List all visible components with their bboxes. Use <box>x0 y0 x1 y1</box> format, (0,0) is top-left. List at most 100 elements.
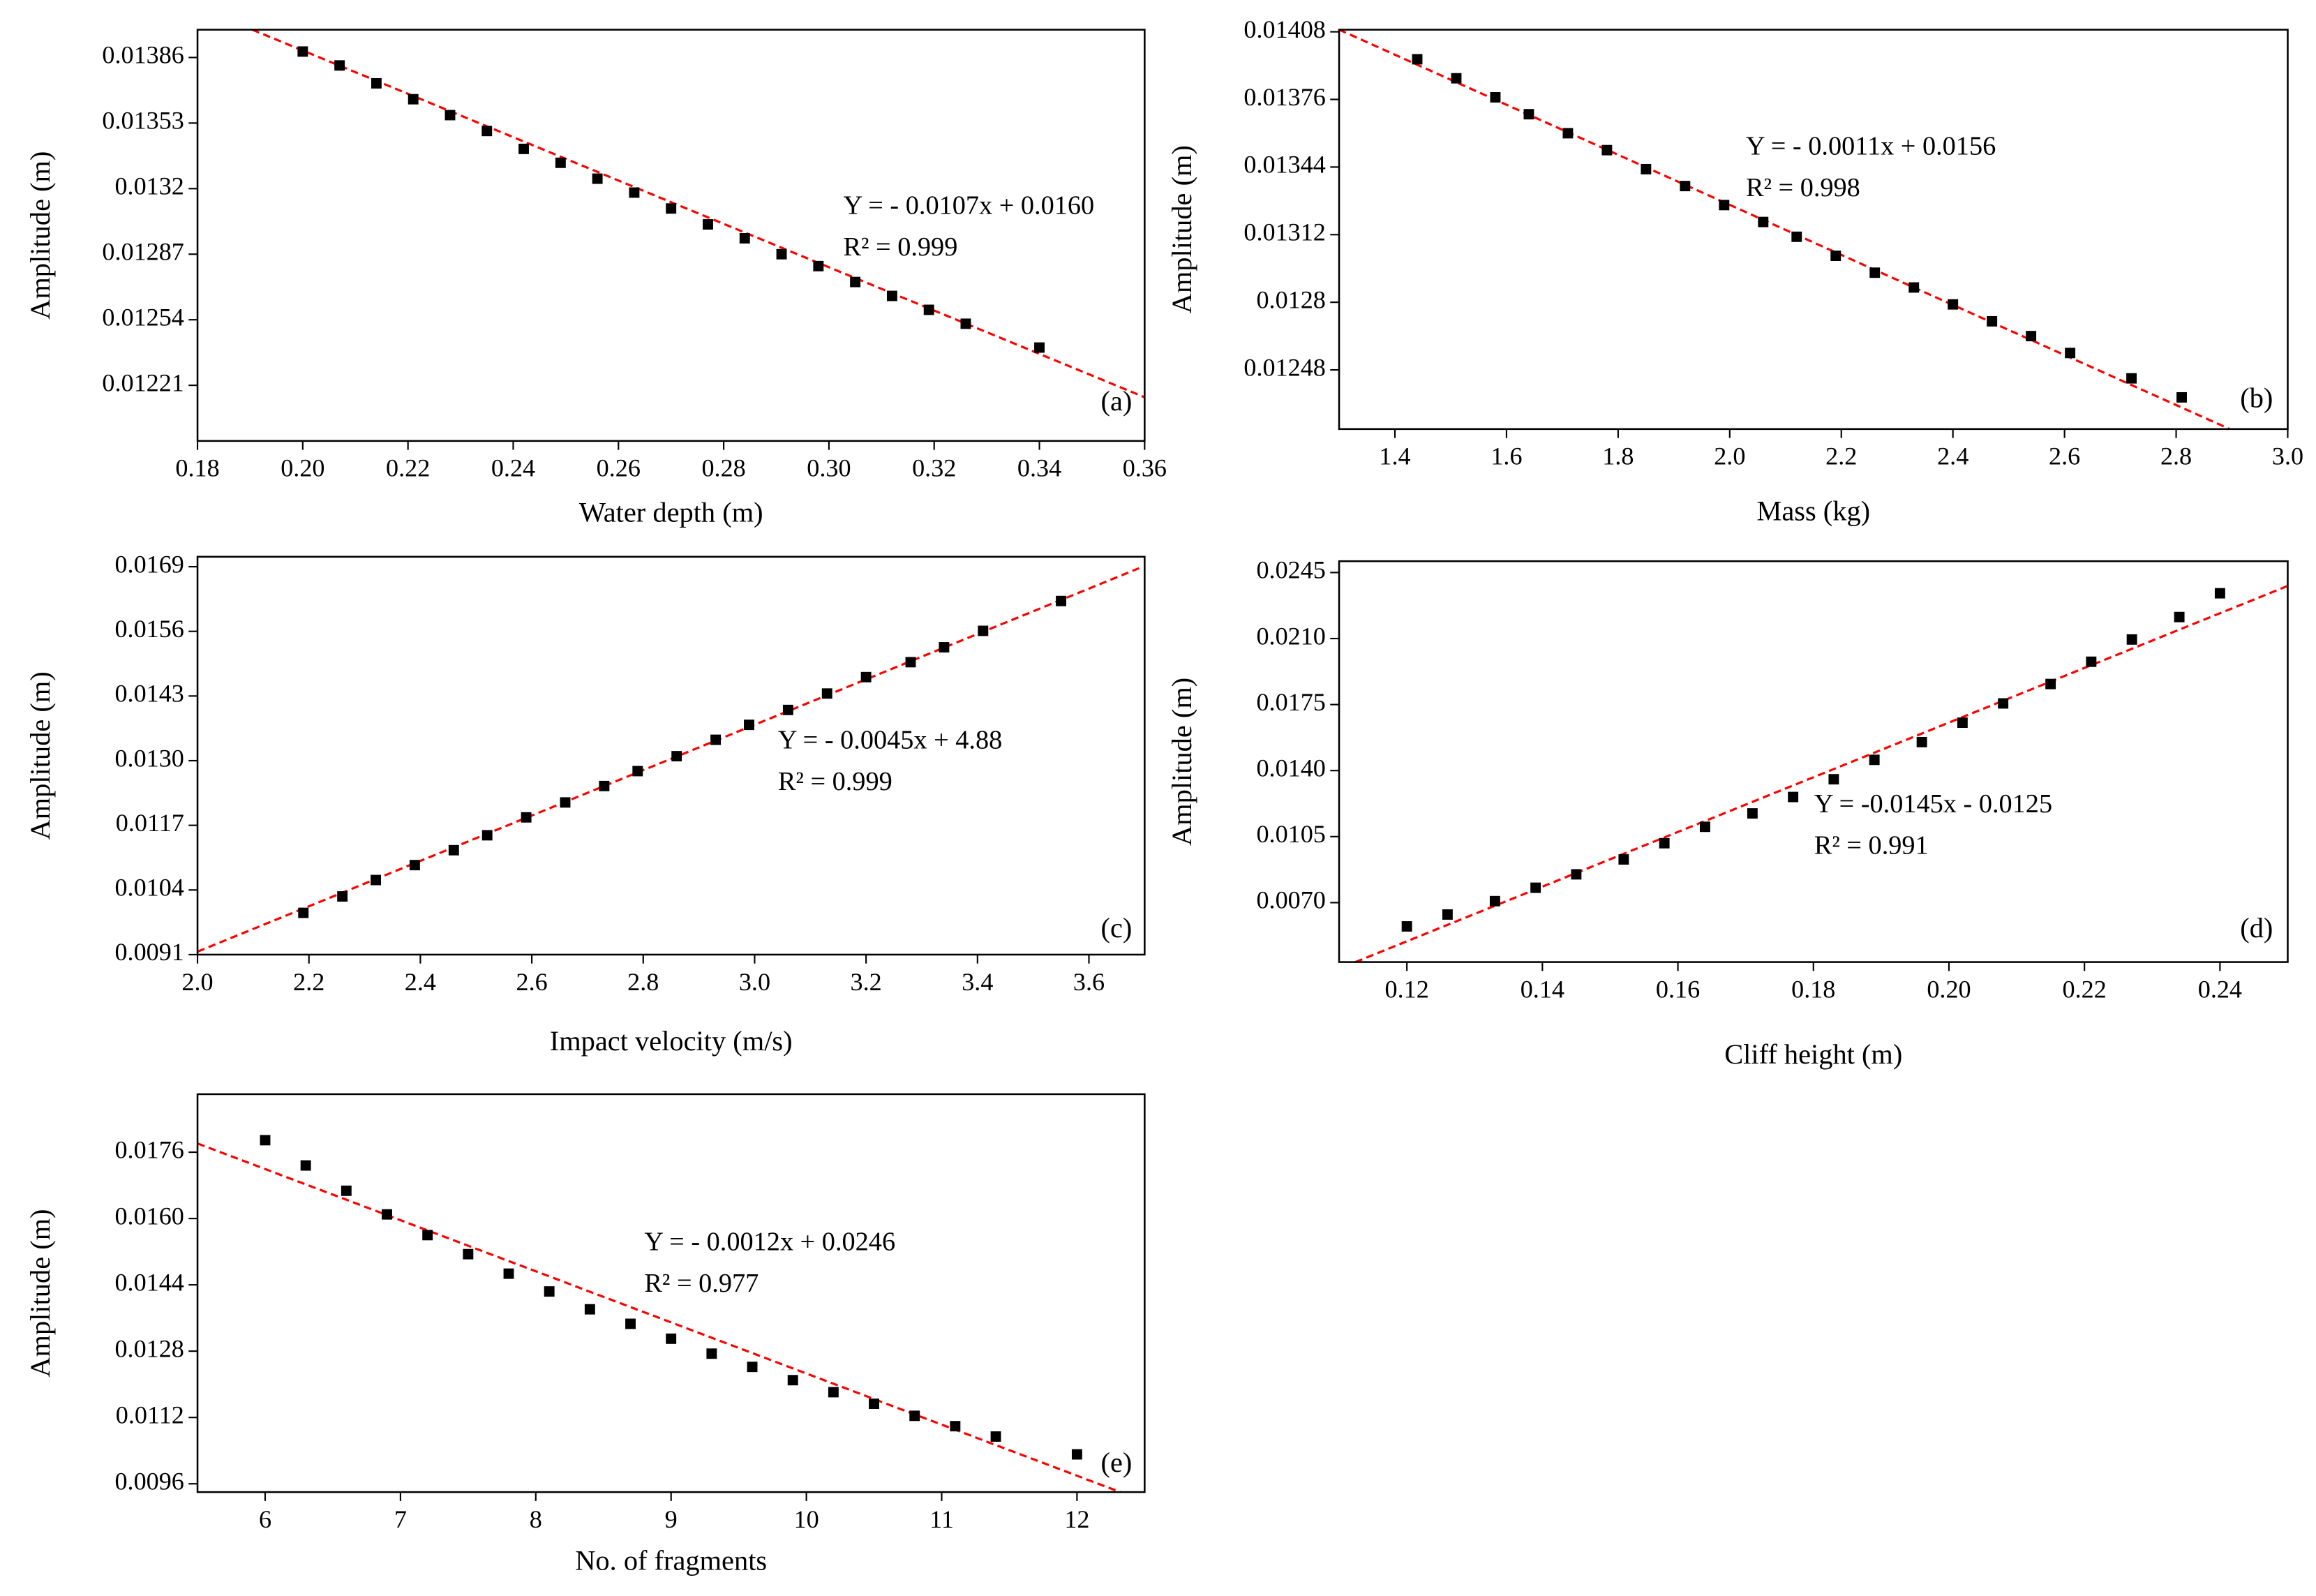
fit-annotation: Y = - 0.0045x + 4.88 <box>778 726 1002 755</box>
data-point <box>860 671 872 683</box>
data-point <box>1034 342 1045 353</box>
data-point <box>1699 821 1710 833</box>
plot-frame <box>196 29 1146 442</box>
plot-frame <box>1338 29 2289 431</box>
data-point <box>300 1160 311 1171</box>
x-tick-label: 0.30 <box>807 454 851 482</box>
data-point <box>2126 373 2137 384</box>
x-tick-label: 0.12 <box>1385 975 1429 1003</box>
x-tick-label: 3.2 <box>851 968 882 996</box>
x-tick-label: 3.0 <box>2272 442 2303 470</box>
y-tick-label: 0.0132 <box>114 172 184 200</box>
y-tick-label: 0.0096 <box>114 1467 184 1495</box>
x-axis-label: Water depth (m) <box>579 497 763 528</box>
y-tick-label: 0.0128 <box>114 1334 184 1362</box>
x-tick-label: 12 <box>1064 1505 1089 1533</box>
y-axis-label: Amplitude (m) <box>1166 678 1197 846</box>
data-point <box>503 1268 514 1279</box>
data-point <box>408 94 419 105</box>
data-point <box>2045 678 2056 689</box>
data-point <box>821 688 832 699</box>
x-tick-label: 0.36 <box>1123 454 1167 482</box>
data-point <box>1791 231 1802 242</box>
data-point <box>632 766 643 777</box>
x-tick-label: 0.24 <box>2198 975 2242 1003</box>
data-point <box>1412 54 1423 65</box>
data-point <box>747 1362 758 1373</box>
y-tick-label: 0.0140 <box>1256 754 1325 782</box>
data-point <box>1758 216 1769 228</box>
data-point <box>521 812 532 823</box>
x-tick-label: 2.0 <box>1714 442 1745 470</box>
y-tick-label: 0.0091 <box>114 938 184 966</box>
panel: 0.01221 0.01254 0.01287 0.0132 0.01353 0.0138… <box>24 29 1167 528</box>
fit-line <box>1339 29 2230 429</box>
x-tick-label: 9 <box>665 1505 678 1533</box>
y-tick-label: 0.0130 <box>114 744 184 772</box>
data-point <box>337 891 348 902</box>
x-tick-label: 6 <box>259 1505 271 1533</box>
y-tick-label: 0.0169 <box>114 550 184 578</box>
x-tick-label: 0.14 <box>1521 975 1564 1003</box>
x-tick-label: 1.6 <box>1491 442 1522 470</box>
fit-annotation: R² = 0.999 <box>778 767 892 796</box>
panel-label: (c) <box>1101 912 1133 944</box>
y-tick-label: 0.0210 <box>1256 622 1325 650</box>
data-point <box>481 830 493 841</box>
data-point <box>1719 200 1730 211</box>
data-point <box>1530 882 1541 893</box>
x-tick-label: 2.8 <box>627 968 659 996</box>
data-point <box>2065 348 2076 359</box>
x-tick-label: 0.22 <box>386 454 430 482</box>
x-tick-label: 0.18 <box>1791 975 1835 1003</box>
y-axis-label: Amplitude (m) <box>24 151 56 320</box>
data-point <box>444 110 456 121</box>
x-tick-label: 0.28 <box>701 454 745 482</box>
data-point <box>629 187 640 198</box>
x-tick-label: 0.20 <box>1927 975 1971 1003</box>
y-tick-label: 0.0104 <box>114 874 184 902</box>
data-point <box>666 1333 677 1344</box>
x-tick-label: 1.4 <box>1379 442 1410 470</box>
data-point <box>1869 754 1880 766</box>
plot-frame <box>196 1093 1146 1493</box>
y-tick-label: 0.01312 <box>1243 218 1326 246</box>
x-axis-label: Impact velocity (m/s) <box>550 1025 793 1057</box>
y-tick-label: 0.0117 <box>116 809 184 837</box>
data-point <box>744 719 754 731</box>
data-point <box>706 1348 717 1359</box>
data-point <box>555 157 566 168</box>
data-point <box>1523 109 1534 120</box>
data-point <box>297 46 308 57</box>
data-point <box>584 1304 595 1315</box>
y-tick-label: 0.0160 <box>114 1202 184 1230</box>
y-tick-label: 0.0175 <box>1256 688 1325 716</box>
y-tick-label: 0.0112 <box>116 1401 184 1429</box>
data-point <box>2176 391 2187 403</box>
fit-annotation: R² = 0.998 <box>1746 173 1860 202</box>
data-point <box>703 219 713 230</box>
x-tick-label: 3.4 <box>962 968 993 996</box>
x-tick-label: 2.4 <box>1937 442 1968 470</box>
data-point <box>1987 315 1998 327</box>
x-tick-label: 0.22 <box>2063 975 2107 1003</box>
y-tick-label: 0.0105 <box>1256 820 1325 848</box>
plot-frame <box>196 555 1146 956</box>
y-axis-label: Amplitude (m) <box>24 671 56 840</box>
x-tick-label: 10 <box>794 1505 819 1533</box>
data-point <box>1680 181 1691 192</box>
panel: 0.0070 0.0105 0.0140 0.0175 0.0210 0.0245 0.12… <box>1166 556 2289 1070</box>
data-point <box>960 318 971 329</box>
x-tick-label: 0.34 <box>1017 454 1061 482</box>
data-point <box>334 60 345 71</box>
data-point <box>710 734 722 745</box>
y-tick-label: 0.0176 <box>114 1135 184 1163</box>
y-tick-label: 0.0143 <box>114 680 184 708</box>
panel-label: (b) <box>2240 382 2273 414</box>
data-point <box>909 1410 920 1422</box>
data-point <box>828 1387 839 1398</box>
y-tick-label: 0.0128 <box>1256 285 1325 313</box>
data-point <box>260 1135 271 1146</box>
data-point <box>599 780 610 791</box>
